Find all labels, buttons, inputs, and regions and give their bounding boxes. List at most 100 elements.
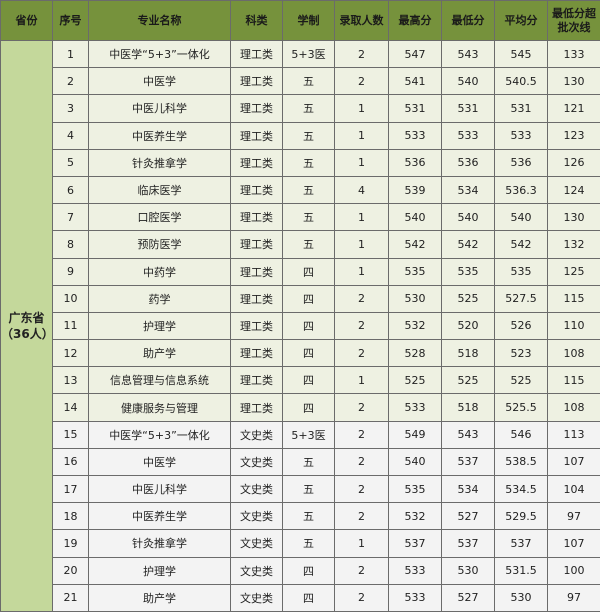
cell-max-score: 528 — [389, 340, 442, 367]
cell-index: 21 — [53, 584, 89, 611]
column-header-category: 科类 — [231, 1, 283, 41]
cell-index: 14 — [53, 394, 89, 421]
cell-above-line: 123 — [548, 122, 600, 149]
cell-above-line: 133 — [548, 41, 600, 68]
cell-admitted: 2 — [335, 285, 389, 312]
cell-duration: 五 — [283, 122, 335, 149]
cell-major: 药学 — [89, 285, 231, 312]
cell-major: 临床医学 — [89, 176, 231, 203]
cell-min-score: 543 — [442, 421, 495, 448]
column-header-province: 省份 — [1, 1, 53, 41]
cell-duration: 五 — [283, 204, 335, 231]
cell-admitted: 2 — [335, 312, 389, 339]
cell-avg-score: 538.5 — [495, 448, 548, 475]
cell-min-score: 531 — [442, 95, 495, 122]
cell-avg-score: 531 — [495, 95, 548, 122]
column-header-max-score: 最高分 — [389, 1, 442, 41]
cell-avg-score: 540.5 — [495, 68, 548, 95]
cell-category: 理工类 — [231, 394, 283, 421]
cell-category: 理工类 — [231, 231, 283, 258]
cell-admitted: 2 — [335, 421, 389, 448]
column-header-major: 专业名称 — [89, 1, 231, 41]
cell-above-line: 115 — [548, 285, 600, 312]
cell-min-score: 518 — [442, 394, 495, 421]
cell-index: 6 — [53, 176, 89, 203]
cell-duration: 五 — [283, 530, 335, 557]
cell-category: 理工类 — [231, 68, 283, 95]
cell-duration: 四 — [283, 340, 335, 367]
cell-index: 13 — [53, 367, 89, 394]
cell-above-line: 121 — [548, 95, 600, 122]
cell-index: 4 — [53, 122, 89, 149]
cell-category: 理工类 — [231, 285, 283, 312]
cell-admitted: 2 — [335, 68, 389, 95]
cell-major: 中医儿科学 — [89, 95, 231, 122]
cell-min-score: 530 — [442, 557, 495, 584]
cell-min-score: 520 — [442, 312, 495, 339]
cell-duration: 五 — [283, 476, 335, 503]
cell-avg-score: 525 — [495, 367, 548, 394]
cell-category: 文史类 — [231, 421, 283, 448]
cell-min-score: 535 — [442, 258, 495, 285]
cell-min-score: 518 — [442, 340, 495, 367]
cell-index: 18 — [53, 503, 89, 530]
province-name: 广东省 — [1, 310, 52, 326]
cell-major: 预防医学 — [89, 231, 231, 258]
cell-max-score: 532 — [389, 312, 442, 339]
cell-index: 7 — [53, 204, 89, 231]
cell-max-score: 536 — [389, 149, 442, 176]
cell-above-line: 97 — [548, 584, 600, 611]
table-header-row: 省份序号专业名称科类学制录取人数最高分最低分平均分最低分超批次线 — [1, 1, 600, 41]
cell-max-score: 532 — [389, 503, 442, 530]
cell-admitted: 1 — [335, 231, 389, 258]
cell-above-line: 124 — [548, 176, 600, 203]
cell-max-score: 533 — [389, 557, 442, 584]
cell-avg-score: 542 — [495, 231, 548, 258]
cell-above-line: 132 — [548, 231, 600, 258]
cell-index: 2 — [53, 68, 89, 95]
cell-major: 健康服务与管理 — [89, 394, 231, 421]
cell-admitted: 2 — [335, 476, 389, 503]
cell-major: 中药学 — [89, 258, 231, 285]
cell-category: 文史类 — [231, 530, 283, 557]
cell-above-line: 107 — [548, 530, 600, 557]
cell-index: 16 — [53, 448, 89, 475]
province-count: （36人） — [1, 326, 52, 342]
cell-admitted: 1 — [335, 95, 389, 122]
cell-admitted: 2 — [335, 394, 389, 421]
cell-max-score: 535 — [389, 258, 442, 285]
cell-duration: 五 — [283, 448, 335, 475]
cell-duration: 四 — [283, 394, 335, 421]
cell-avg-score: 533 — [495, 122, 548, 149]
cell-min-score: 540 — [442, 204, 495, 231]
cell-above-line: 126 — [548, 149, 600, 176]
cell-above-line: 104 — [548, 476, 600, 503]
cell-max-score: 533 — [389, 584, 442, 611]
cell-category: 理工类 — [231, 204, 283, 231]
cell-index: 9 — [53, 258, 89, 285]
cell-max-score: 547 — [389, 41, 442, 68]
cell-admitted: 1 — [335, 367, 389, 394]
cell-avg-score: 537 — [495, 530, 548, 557]
cell-major: 中医儿科学 — [89, 476, 231, 503]
cell-avg-score: 527.5 — [495, 285, 548, 312]
cell-admitted: 2 — [335, 340, 389, 367]
cell-category: 理工类 — [231, 312, 283, 339]
cell-min-score: 534 — [442, 476, 495, 503]
cell-index: 15 — [53, 421, 89, 448]
cell-duration: 四 — [283, 258, 335, 285]
cell-major: 护理学 — [89, 312, 231, 339]
cell-admitted: 4 — [335, 176, 389, 203]
column-header-above-line: 最低分超批次线 — [548, 1, 600, 41]
cell-min-score: 542 — [442, 231, 495, 258]
cell-avg-score: 534.5 — [495, 476, 548, 503]
cell-above-line: 115 — [548, 367, 600, 394]
cell-major: 助产学 — [89, 584, 231, 611]
